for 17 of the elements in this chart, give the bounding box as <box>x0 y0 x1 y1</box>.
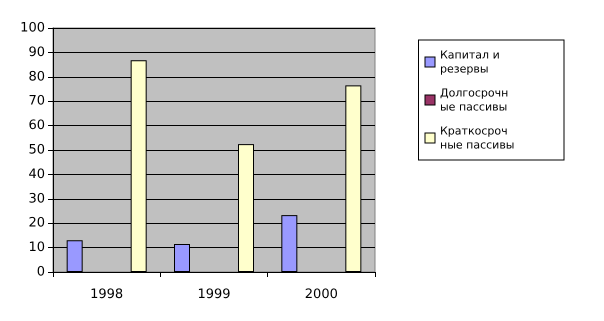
x-tick-label: 1999 <box>197 287 231 302</box>
legend-label: Капитал и резервы <box>440 48 504 76</box>
legend-label: Долгосрочные пассивы <box>440 86 508 114</box>
y-tick-label: 60 <box>28 118 45 134</box>
x-tick-label: 2000 <box>304 287 338 302</box>
y-tick-label: 30 <box>28 191 45 206</box>
y-tick-label: 80 <box>28 69 45 84</box>
y-tick-label: 50 <box>28 142 45 158</box>
y-tick-label: 0 <box>36 264 45 280</box>
y-tick-label: 40 <box>28 166 45 182</box>
y-tick-label: 20 <box>28 216 45 231</box>
legend-label: Краткосрочные пассивы <box>440 124 514 152</box>
y-tick-label: 100 <box>20 20 45 36</box>
y-tick-label: 70 <box>28 94 45 109</box>
y-tick-label: 90 <box>28 44 45 60</box>
y-tick-label: 10 <box>28 240 45 256</box>
x-tick-label: 1998 <box>90 287 124 302</box>
